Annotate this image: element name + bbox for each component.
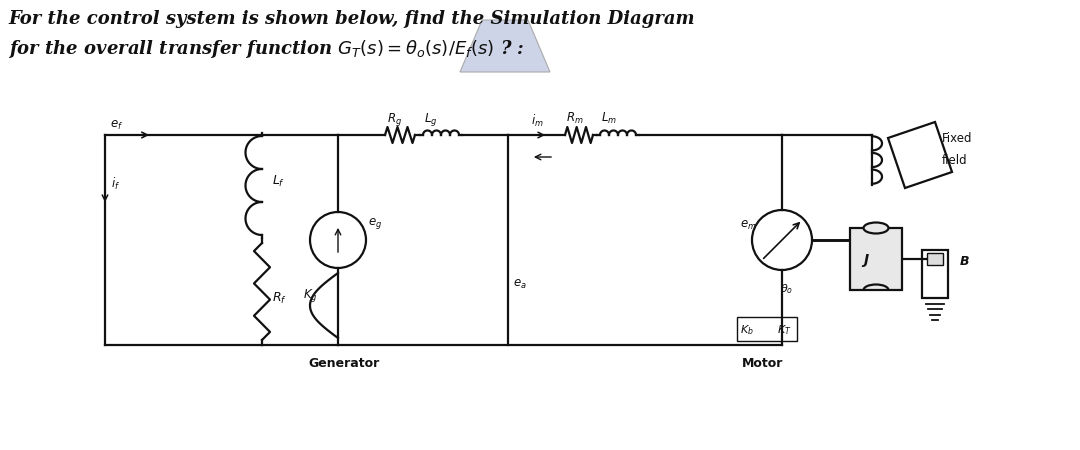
Bar [737,317,797,341]
Text: $R_f$: $R_f$ [272,291,287,306]
Polygon shape [888,122,951,188]
Text: $K_g$: $K_g$ [303,287,318,304]
Text: $R_m$: $R_m$ [566,111,583,126]
Text: $e_f$: $e_f$ [110,119,123,132]
Text: Motor: Motor [742,357,783,370]
Text: $e_a$: $e_a$ [513,278,527,291]
Text: $L_f$: $L_f$ [272,174,285,189]
Text: B: B [960,255,970,268]
Text: $i_f$: $i_f$ [111,176,120,192]
Text: $L_g$: $L_g$ [424,111,437,128]
Text: for the overall transfer function $G_T(s)=\theta_o(s)/E_f(s)$ ? :: for the overall transfer function $G_T(s… [8,38,525,60]
Text: $i_m$: $i_m$ [531,113,543,129]
Text: $e_m$: $e_m$ [740,219,757,232]
Text: J: J [863,253,868,267]
Text: $K_b$: $K_b$ [740,323,754,337]
Bar [927,253,943,265]
Bar [850,228,902,290]
Text: $R_g$: $R_g$ [387,111,402,128]
Text: Generator: Generator [308,357,379,370]
Bar [922,250,948,298]
Ellipse shape [864,222,889,234]
Text: For the control system is shown below, find the Simulation Diagram: For the control system is shown below, f… [8,10,694,28]
Text: $e_g$: $e_g$ [368,216,382,231]
Polygon shape [460,20,550,72]
Text: Fixed: Fixed [942,132,972,145]
Text: $\theta_o$: $\theta_o$ [780,282,793,296]
Text: $L_m$: $L_m$ [600,111,617,126]
Text: field: field [942,154,968,167]
Text: $K_T$: $K_T$ [777,323,792,337]
